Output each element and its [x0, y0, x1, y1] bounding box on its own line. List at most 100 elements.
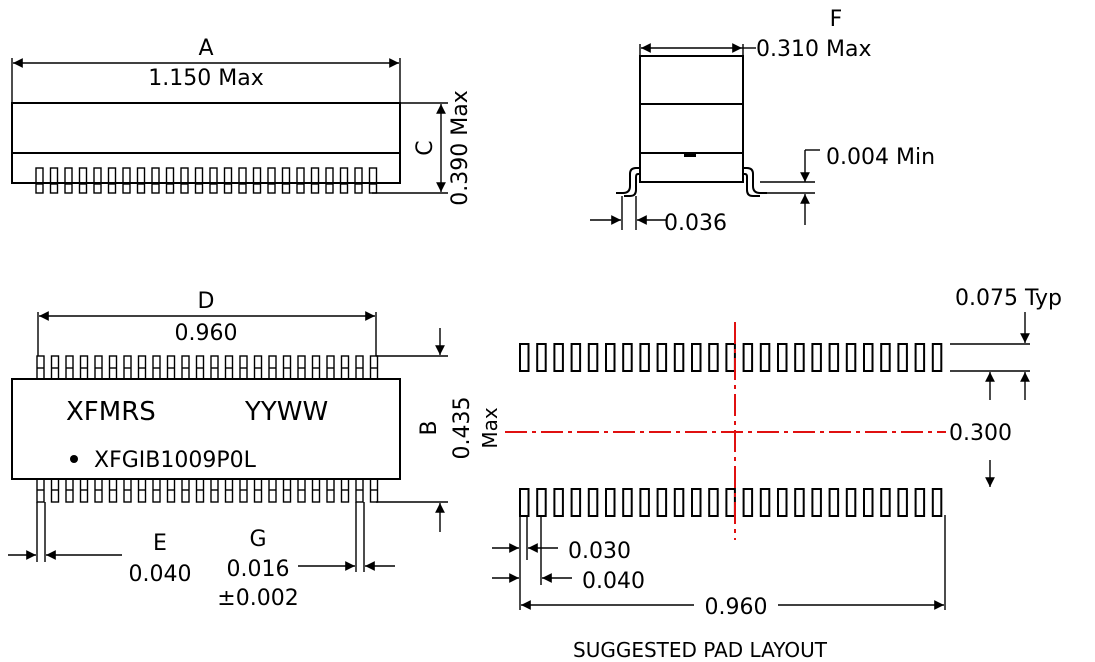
side-lead	[223, 167, 233, 194]
pad-upper	[673, 343, 685, 372]
pad-lower	[536, 488, 547, 517]
pad-lower	[880, 488, 891, 517]
pad-lower	[570, 488, 582, 517]
pad-layout-caption: SUGGESTED PAD LAYOUT	[573, 638, 828, 662]
end-body	[639, 55, 744, 183]
pad-lower	[845, 488, 857, 517]
pad-lower	[914, 488, 926, 517]
side-lead	[339, 167, 349, 194]
pad-upper	[845, 343, 857, 372]
dim-d-letter: D	[198, 289, 215, 314]
pad-pitch-value: 0.040	[582, 569, 645, 594]
marking-part-number: XFGIB1009P0L	[94, 448, 257, 473]
dim-d-value: 0.960	[175, 321, 238, 346]
pad-upper	[880, 343, 891, 372]
row-spacing-value: 0.300	[949, 421, 1012, 446]
side-lead	[136, 167, 146, 194]
dim-b-value: 0.435	[450, 397, 475, 460]
pad-upper	[519, 343, 530, 372]
dim-g-tolerance: ±0.002	[217, 586, 298, 611]
dim-c-letter: C	[413, 140, 438, 155]
pad-upper	[811, 343, 822, 372]
pad-lower	[587, 488, 599, 517]
side-view-leads	[35, 167, 378, 194]
dim-standoff-value: 0.004 Min	[826, 145, 935, 170]
pad-layout: 0.075 Typ 0.300 0.030 0.040 0.960 SUGGES…	[492, 286, 1062, 662]
pad-lower	[605, 488, 616, 517]
pad-rows	[519, 343, 943, 517]
pad-upper	[691, 343, 702, 372]
pad-lower	[794, 488, 805, 517]
side-lead	[49, 167, 59, 194]
pad-width-value: 0.030	[568, 539, 631, 564]
dim-g-letter: G	[249, 527, 266, 552]
dim-e-value: 0.040	[129, 562, 192, 587]
pad-upper	[536, 343, 547, 372]
top-body	[11, 378, 401, 480]
side-lead	[107, 167, 117, 194]
pad-lower	[656, 488, 668, 517]
pad-lower	[725, 488, 736, 517]
side-lead	[93, 167, 102, 194]
dim-b-letter: B	[417, 420, 442, 435]
pad-lower	[673, 488, 685, 517]
marking-company: XFMRS	[66, 397, 156, 427]
pad-upper	[742, 343, 754, 372]
dim-a-value: 1.150 Max	[148, 66, 263, 91]
pad-upper	[605, 343, 616, 372]
pad-lower	[759, 488, 771, 517]
pad-lower	[639, 488, 650, 517]
end-lead-right	[743, 167, 767, 194]
end-lead-left	[616, 167, 640, 194]
dim-b-suffix: Max	[478, 407, 502, 449]
dim-f-letter: F	[830, 7, 843, 32]
pad-lower	[708, 488, 719, 517]
pad-lower	[828, 488, 840, 517]
side-lead	[368, 167, 378, 194]
side-lead	[281, 167, 291, 194]
dim-e-letter: E	[153, 531, 167, 556]
side-lead	[209, 167, 218, 194]
pad-upper	[777, 343, 788, 372]
dim-lead-value: 0.036	[664, 211, 727, 236]
side-lead	[252, 167, 262, 194]
dim-c-value: 0.390 Max	[448, 90, 473, 205]
side-view: A 1.150 Max C 0.390 Max	[11, 36, 473, 206]
pad-upper	[622, 343, 633, 372]
pad-upper	[863, 343, 874, 372]
dim-g-value: 0.016	[227, 557, 290, 582]
pad-upper	[931, 343, 943, 372]
side-lead	[151, 167, 160, 194]
pad-upper	[759, 343, 771, 372]
pad-span-value: 0.960	[705, 595, 768, 620]
pad-upper	[725, 343, 736, 372]
side-lead	[122, 167, 131, 194]
side-lead	[165, 167, 175, 194]
side-lead	[194, 167, 204, 194]
pad-upper	[828, 343, 840, 372]
side-body	[11, 102, 401, 184]
pad-upper	[794, 343, 805, 372]
side-lead	[296, 167, 305, 194]
side-lead	[267, 167, 276, 194]
pad-upper	[914, 343, 926, 372]
side-lead	[64, 167, 73, 194]
pad-lower	[691, 488, 702, 517]
dim-a-letter: A	[198, 36, 213, 61]
pad-lower	[931, 488, 943, 517]
pad-upper	[656, 343, 668, 372]
end-view: F 0.310 Max 0.004 Min 0.036	[590, 7, 935, 236]
side-lead	[35, 167, 44, 194]
side-lead	[180, 167, 189, 194]
pad-lower	[519, 488, 530, 517]
pad-upper	[570, 343, 582, 372]
pad-lower	[622, 488, 633, 517]
marking-date-code: YYWW	[244, 397, 328, 427]
pad-lower	[777, 488, 788, 517]
side-lead	[310, 167, 320, 194]
pad-upper	[587, 343, 599, 372]
pad-lower	[742, 488, 754, 517]
dim-f-value: 0.310 Max	[756, 37, 871, 62]
side-lead	[354, 167, 363, 194]
